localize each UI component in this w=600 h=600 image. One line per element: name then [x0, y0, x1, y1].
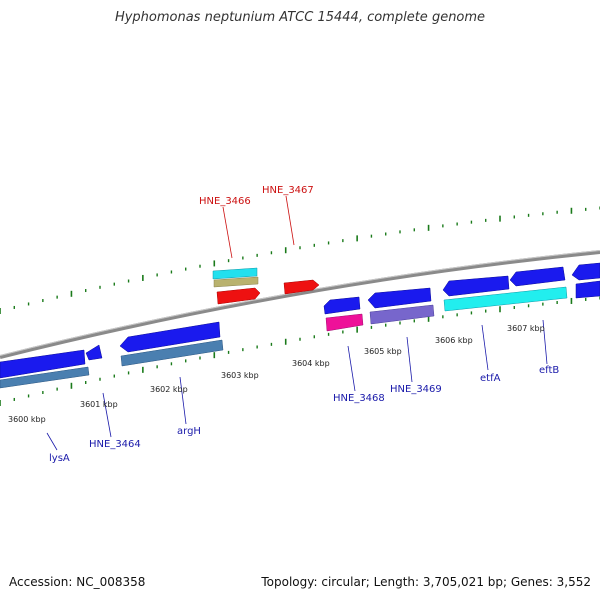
- gene-label-eftB: eftB: [539, 365, 559, 376]
- gene-label-hne-3466: HNE_3466: [199, 196, 251, 207]
- map-title: Hyphomonas neptunium ATCC 15444, complet…: [114, 10, 486, 25]
- label-leader-lines: [46, 195, 548, 451]
- leader-argH: [179, 376, 187, 425]
- leader-etfA: [481, 324, 489, 371]
- kbp-label: 3603 kbp: [221, 371, 259, 380]
- gene-label-hne-3469: HNE_3469: [390, 384, 442, 395]
- leader-hne-3466: [222, 206, 233, 259]
- cds-feature-lysA: [0, 366, 90, 389]
- gene-label-lysA: lysA: [49, 453, 70, 464]
- gene-label-etfA: etfA: [480, 373, 501, 384]
- gene-label-hne-3467: HNE_3467: [262, 185, 314, 196]
- top-strand-features: [212, 267, 320, 305]
- leader-eftB: [542, 319, 548, 365]
- gene-etfA-arrow: [442, 275, 510, 297]
- kbp-label: 3606 kbp: [435, 336, 473, 345]
- genome-backbone: [0, 250, 600, 359]
- leader-hne-3467: [285, 195, 295, 246]
- topology-text: Topology: circular; Length: 3,705,021 bp…: [261, 575, 591, 589]
- cds-feature-hne-3468: [325, 313, 364, 332]
- cds-feature-cyan: [212, 267, 258, 280]
- gene-label-argH: argH: [177, 426, 201, 437]
- leader-lysA: [46, 432, 58, 451]
- gene-hne-3464-arrow: [85, 344, 103, 361]
- kbp-label: 3601 kbp: [80, 400, 118, 409]
- cds-feature-etf: [443, 286, 568, 312]
- gene-label-hne-3468: HNE_3468: [333, 393, 385, 404]
- gene-next-arrow-2: [575, 280, 600, 299]
- kbp-label: 3600 kbp: [8, 415, 46, 424]
- gene-hne-3468-arrow: [323, 296, 361, 315]
- cds-feature-argH: [120, 339, 224, 367]
- upper-tick-track: [0, 206, 600, 314]
- gene-hne-3466-arrow: [216, 287, 261, 305]
- gene-argH-arrow: [119, 321, 221, 353]
- kbp-label: 3605 kbp: [364, 347, 402, 356]
- gene-hne-3467-arrow: [283, 279, 320, 295]
- gene-lysA-arrow: [0, 349, 86, 379]
- lower-tick-track: [0, 296, 600, 406]
- kbp-label: 3604 kbp: [292, 359, 330, 368]
- gene-label-hne-3464: HNE_3464: [89, 439, 141, 450]
- cds-feature-olive: [213, 276, 259, 288]
- cds-feature-hne-3469: [369, 304, 435, 325]
- bottom-strand-features: [0, 262, 600, 389]
- kbp-label: 3607 kbp: [507, 324, 545, 333]
- leader-hne-3468: [347, 345, 356, 392]
- gene-eftB-arrow: [509, 266, 566, 287]
- gene-hne-3469-arrow: [367, 287, 432, 309]
- accession-text: Accession: NC_008358: [9, 575, 146, 589]
- leader-hne-3464: [102, 392, 112, 438]
- leader-hne-3469: [406, 336, 413, 383]
- kbp-label: 3602 kbp: [150, 385, 188, 394]
- gene-next-arrow: [571, 262, 600, 281]
